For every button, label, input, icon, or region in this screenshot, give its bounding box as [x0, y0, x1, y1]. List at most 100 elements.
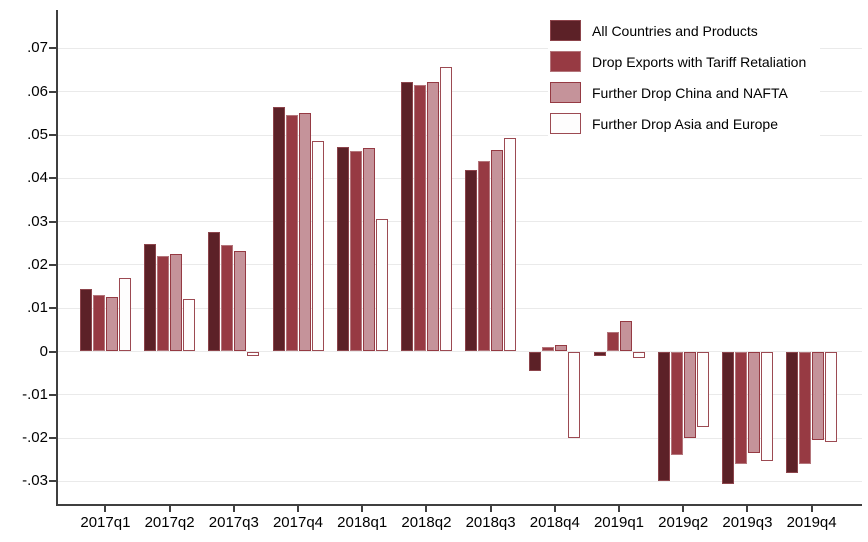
- bar: [799, 351, 811, 465]
- x-tick-label: 2017q2: [144, 514, 195, 531]
- bar: [401, 81, 413, 352]
- bar: [697, 351, 709, 428]
- y-tick-label: .03: [27, 212, 48, 230]
- bar: [234, 251, 246, 352]
- y-axis-tick: [49, 480, 56, 483]
- y-tick-label: .07: [27, 39, 48, 57]
- legend-label: Further Drop China and NAFTA: [592, 84, 788, 101]
- y-tick-label: -.01: [22, 385, 48, 403]
- x-tick-label: 2019q2: [658, 514, 709, 531]
- x-tick-label: 2017q3: [208, 514, 259, 531]
- chart-legend: All Countries and Products Drop Exports …: [548, 17, 821, 147]
- y-axis-tick: [49, 263, 56, 266]
- gridline: [58, 394, 862, 396]
- legend-label: Further Drop Asia and Europe: [592, 115, 778, 132]
- bar: [504, 137, 516, 352]
- x-tick-label: 2017q4: [272, 514, 324, 531]
- bar: [363, 148, 375, 352]
- legend-item: Further Drop China and NAFTA: [550, 81, 806, 104]
- legend-swatch-square-icon: [550, 113, 581, 134]
- bar: [825, 351, 837, 443]
- x-axis-tick: [810, 506, 813, 512]
- x-tick-label: 2018q2: [401, 514, 452, 531]
- gridline: [58, 480, 862, 482]
- y-axis-tick: [49, 393, 56, 396]
- bar: [440, 66, 452, 352]
- gridline: [58, 91, 862, 93]
- bar: [221, 244, 233, 352]
- legend-label: Drop Exports with Tariff Retaliation: [592, 53, 807, 70]
- bar: [748, 351, 760, 454]
- bar: [427, 82, 439, 352]
- y-axis-tick: [49, 307, 56, 310]
- x-axis-tick: [104, 506, 107, 512]
- x-axis-tick: [168, 506, 171, 512]
- x-axis-tick: [618, 506, 620, 512]
- gridline: [58, 177, 862, 179]
- y-axis-tick: [49, 220, 56, 223]
- y-axis-tick: [49, 134, 56, 136]
- y-axis-line: [56, 10, 58, 506]
- y-tick-label: .02: [27, 255, 48, 273]
- bar: [80, 288, 92, 352]
- bar: [144, 244, 156, 352]
- bar: [414, 84, 426, 352]
- legend-item: Drop Exports with Tariff Retaliation: [550, 50, 806, 73]
- gridline: [58, 351, 862, 352]
- x-axis-tick: [746, 506, 749, 512]
- legend-label: All Countries and Products: [592, 22, 758, 39]
- bar: [658, 351, 670, 482]
- y-tick-label: .05: [27, 126, 48, 143]
- x-axis-tick: [297, 506, 299, 512]
- bar: [376, 219, 388, 352]
- bar: [350, 151, 362, 352]
- y-tick-label: -.02: [22, 429, 48, 447]
- bar: [119, 278, 131, 352]
- y-axis-tick: [49, 47, 56, 50]
- y-tick-label: -.03: [22, 472, 48, 490]
- gridline: [58, 134, 862, 136]
- x-tick-label: 2018q3: [465, 514, 516, 531]
- legend-swatch-square-icon: [550, 51, 581, 72]
- x-axis-line: [56, 504, 862, 506]
- bar: [529, 351, 541, 371]
- bar: [183, 299, 195, 352]
- bar: [208, 231, 220, 352]
- legend-item: Further Drop Asia and Europe: [550, 112, 806, 135]
- bar: [337, 147, 349, 352]
- gridline: [58, 47, 862, 49]
- x-axis-tick: [553, 506, 556, 512]
- gridline: [58, 437, 862, 439]
- bar: [633, 351, 645, 358]
- x-axis-tick: [232, 506, 235, 512]
- bar: [786, 351, 798, 473]
- bar: [735, 351, 747, 465]
- y-tick-label: .06: [27, 82, 48, 100]
- y-axis-tick: [49, 90, 56, 93]
- bar: [594, 351, 606, 356]
- bar: [247, 351, 259, 356]
- x-tick-label: 2018q1: [337, 514, 388, 531]
- bar: [312, 140, 324, 352]
- x-tick-label: 2018q4: [529, 514, 580, 531]
- legend-swatch-square-icon: [550, 20, 581, 41]
- x-tick-label: 2019q1: [593, 514, 645, 531]
- bar: [620, 321, 632, 352]
- y-axis-tick: [49, 437, 56, 440]
- bar: [106, 296, 118, 352]
- bar: [812, 351, 824, 441]
- bar: [607, 332, 619, 352]
- gridline: [58, 307, 862, 309]
- bar: [671, 351, 683, 456]
- x-axis-tick: [682, 506, 685, 512]
- y-tick-label: .01: [27, 299, 48, 317]
- bar: [157, 256, 169, 352]
- gridline: [58, 221, 862, 223]
- bar: [761, 351, 773, 461]
- bar: [722, 351, 734, 485]
- bar: [465, 170, 477, 352]
- bar: [555, 345, 567, 352]
- y-tick-label: .04: [27, 169, 48, 187]
- x-axis-tick: [361, 506, 364, 512]
